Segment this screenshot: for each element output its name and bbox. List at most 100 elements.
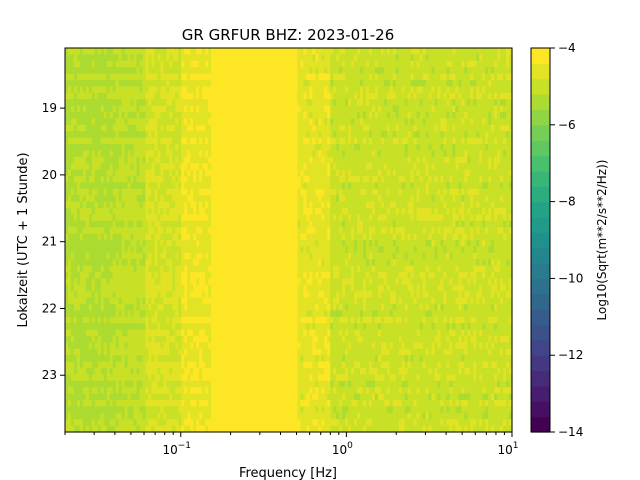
spectrogram-cell <box>264 73 269 81</box>
spectrogram-cell <box>303 169 307 177</box>
spectrogram-cell <box>169 176 173 183</box>
spectrogram-cell <box>333 86 337 94</box>
spectrogram-cell <box>67 240 72 247</box>
spectrogram-cell <box>190 48 194 55</box>
spectrogram-cell <box>208 201 212 209</box>
spectrogram-cell <box>446 176 451 183</box>
spectrogram-cell <box>76 163 81 171</box>
spectrogram-cell <box>360 220 364 228</box>
spectrogram-cell <box>479 112 483 119</box>
spectrogram-cell <box>106 131 111 139</box>
spectrogram-cell <box>282 48 287 55</box>
spectrogram-cell <box>416 150 421 158</box>
spectrogram-cell <box>407 105 412 113</box>
spectrogram-cell <box>234 252 239 260</box>
spectrogram-cell <box>351 137 355 145</box>
spectrogram-cell <box>267 131 272 139</box>
spectrogram-cell <box>294 208 299 215</box>
spectrogram-cell <box>446 137 451 145</box>
spectrogram-cell <box>181 188 185 196</box>
spectrogram-cell <box>267 163 272 171</box>
spectrogram-cell <box>360 201 364 209</box>
spectrogram-cell <box>461 188 465 196</box>
spectrogram-cell <box>252 150 257 158</box>
spectrogram-cell <box>273 99 278 107</box>
spectrogram-cell <box>219 144 224 151</box>
spectrogram-cell <box>422 227 427 235</box>
spectrogram-cell <box>363 208 367 215</box>
spectrogram-cell <box>285 252 290 260</box>
spectrogram-cell <box>103 233 108 241</box>
spectrogram-cell <box>97 246 102 254</box>
spectrogram-cell <box>494 99 498 107</box>
spectrogram-cell <box>79 48 84 55</box>
spectrogram-cell <box>491 137 495 145</box>
spectrogram-cell <box>491 227 495 235</box>
spectrogram-cell <box>249 137 254 145</box>
spectrogram-cell <box>231 163 236 171</box>
spectrogram-cell <box>184 208 188 215</box>
spectrogram-cell <box>464 73 468 81</box>
spectrogram-cell <box>428 195 433 203</box>
spectrogram-cell <box>318 208 322 215</box>
spectrogram-cell <box>291 188 296 196</box>
spectrogram-cell <box>264 137 269 145</box>
spectrogram-cell <box>208 118 212 126</box>
spectrogram-cell <box>440 246 445 254</box>
spectrogram-cell <box>79 144 84 151</box>
spectrogram-cell <box>279 182 284 190</box>
spectrogram-cell <box>431 112 436 119</box>
spectrogram-cell <box>258 201 263 209</box>
spectrogram-cell <box>473 67 477 75</box>
spectrogram-cell <box>351 80 355 87</box>
spectrogram-cell <box>300 54 304 62</box>
spectrogram-cell <box>228 176 233 183</box>
spectrogram-cell <box>148 201 153 209</box>
spectrogram-cell <box>294 182 299 190</box>
spectrogram-cell <box>360 163 364 171</box>
spectrogram-cell <box>184 92 188 100</box>
spectrogram-cell <box>145 176 150 183</box>
spectrogram-cell <box>258 176 263 183</box>
spectrogram-cell <box>219 150 224 158</box>
spectrogram-cell <box>285 240 290 247</box>
spectrogram-cell <box>181 169 185 177</box>
spectrogram-cell <box>112 60 117 68</box>
spectrogram-cell <box>157 54 161 62</box>
spectrogram-cell <box>225 105 230 113</box>
spectrogram-cell <box>196 214 200 222</box>
spectrogram-cell <box>136 227 141 235</box>
spectrogram-cell <box>142 227 147 235</box>
spectrogram-cell <box>115 118 120 126</box>
spectrogram-cell <box>157 144 161 151</box>
spectrogram-cell <box>404 201 409 209</box>
spectrogram-cell <box>360 99 364 107</box>
spectrogram-cell <box>109 195 114 203</box>
spectrogram-cell <box>413 131 418 139</box>
spectrogram-cell <box>196 220 200 228</box>
spectrogram-cell <box>82 182 87 190</box>
spectrogram-cell <box>243 176 248 183</box>
spectrogram-cell <box>491 233 495 241</box>
spectrogram-cell <box>291 144 296 151</box>
spectrogram-cell <box>422 67 427 75</box>
spectrogram-cell <box>321 176 325 183</box>
spectrogram-cell <box>249 144 254 151</box>
spectrogram-cell <box>88 169 93 177</box>
spectrogram-cell <box>339 150 343 158</box>
spectrogram-cell <box>103 227 108 235</box>
spectrogram-cell <box>270 220 275 228</box>
spectrogram-cell <box>130 99 135 107</box>
spectrogram-cell <box>145 220 150 228</box>
spectrogram-cell <box>389 163 394 171</box>
spectrogram-cell <box>243 124 248 132</box>
spectrogram-cell <box>178 144 182 151</box>
spectrogram-cell <box>85 227 90 235</box>
spectrogram-cell <box>491 118 495 126</box>
spectrogram-cell <box>345 112 349 119</box>
spectrogram-cell <box>348 169 352 177</box>
spectrogram-cell <box>85 112 90 119</box>
spectrogram-cell <box>312 144 316 151</box>
spectrogram-cell <box>404 118 409 126</box>
